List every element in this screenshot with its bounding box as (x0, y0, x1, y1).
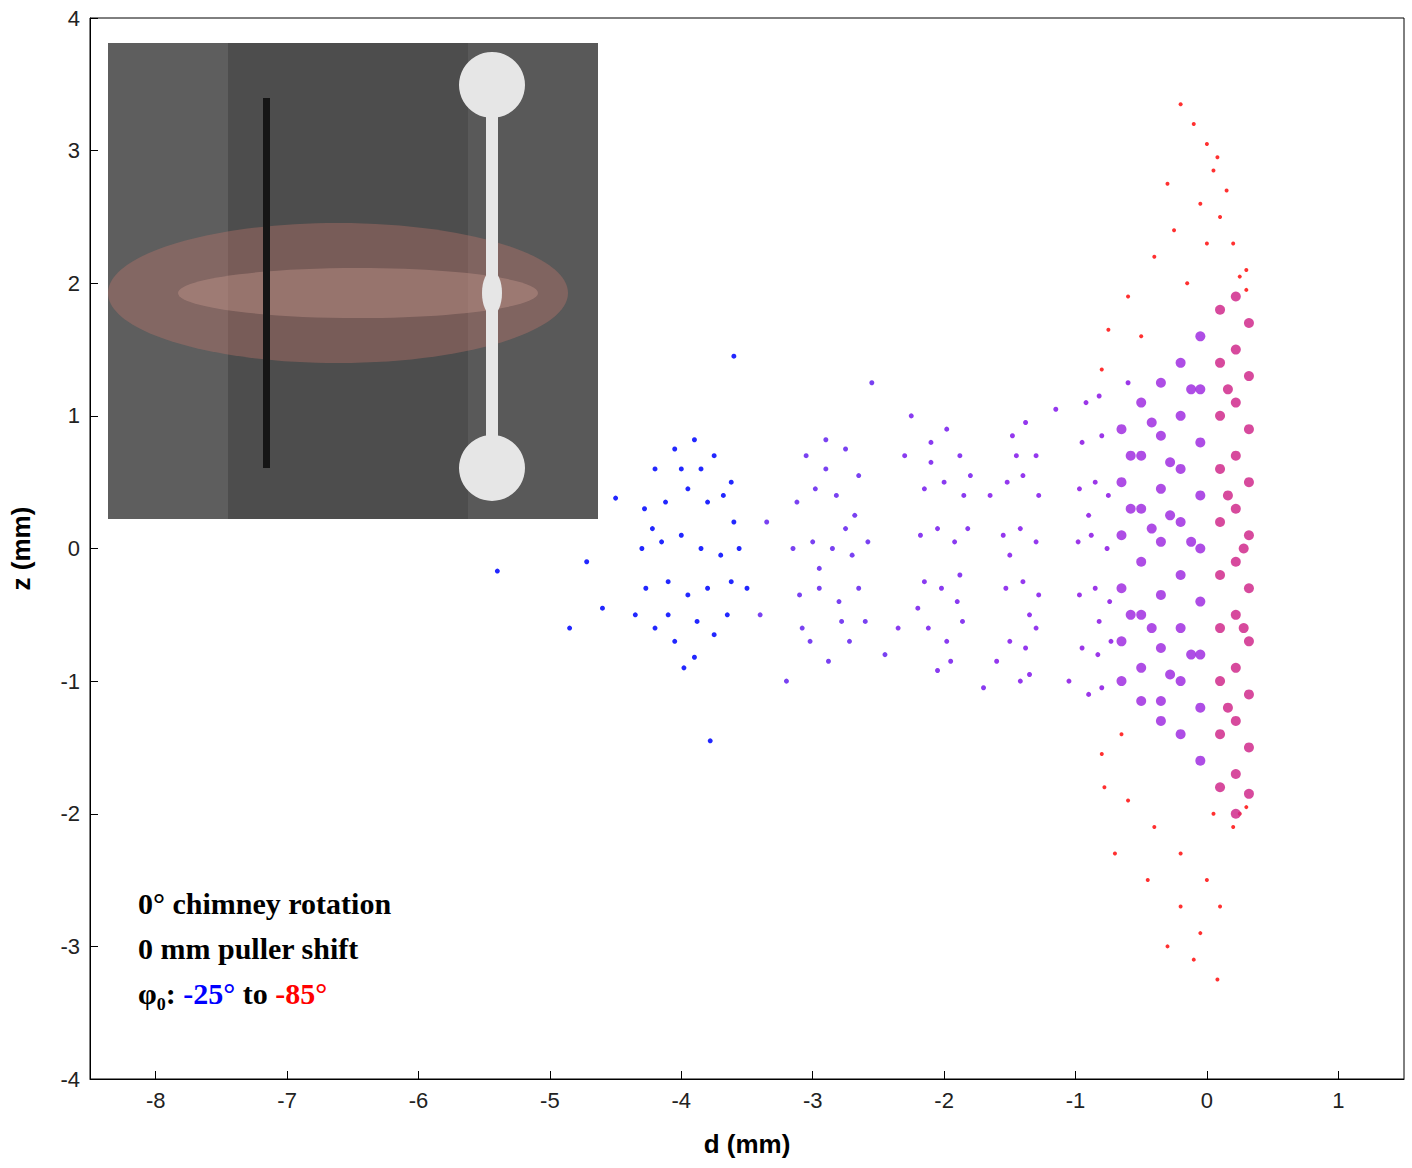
svg-text:0 mm puller shift: 0 mm puller shift (138, 932, 358, 965)
svg-text:0: 0 (68, 536, 80, 561)
svg-text:-3: -3 (60, 934, 80, 959)
svg-text:-2: -2 (60, 801, 80, 826)
svg-text:-3: -3 (803, 1088, 823, 1113)
svg-text:2: 2 (68, 271, 80, 296)
svg-text:-4: -4 (60, 1067, 80, 1092)
svg-text:1: 1 (68, 403, 80, 428)
svg-text:-2: -2 (934, 1088, 954, 1113)
svg-text:-85°: -85° (275, 977, 327, 1010)
svg-text:-8: -8 (146, 1088, 166, 1113)
svg-text:-6: -6 (409, 1088, 429, 1113)
svg-text:z (mm): z (mm) (6, 507, 36, 591)
svg-text:-5: -5 (540, 1088, 560, 1113)
svg-text:-7: -7 (277, 1088, 297, 1113)
svg-text:3: 3 (68, 138, 80, 163)
svg-text:-1: -1 (1066, 1088, 1086, 1113)
svg-text:4: 4 (68, 6, 80, 31)
svg-text:d (mm): d (mm) (704, 1129, 791, 1159)
svg-text:to: to (235, 977, 275, 1010)
svg-text:-4: -4 (672, 1088, 692, 1113)
svg-text:-25°: -25° (183, 977, 235, 1010)
svg-text:0° chimney rotation: 0° chimney rotation (138, 887, 391, 920)
svg-text:φ₀:: φ₀: (138, 977, 183, 1010)
svg-text:0: 0 (1201, 1088, 1213, 1113)
svg-text:1: 1 (1332, 1088, 1344, 1113)
svg-text:-1: -1 (60, 669, 80, 694)
